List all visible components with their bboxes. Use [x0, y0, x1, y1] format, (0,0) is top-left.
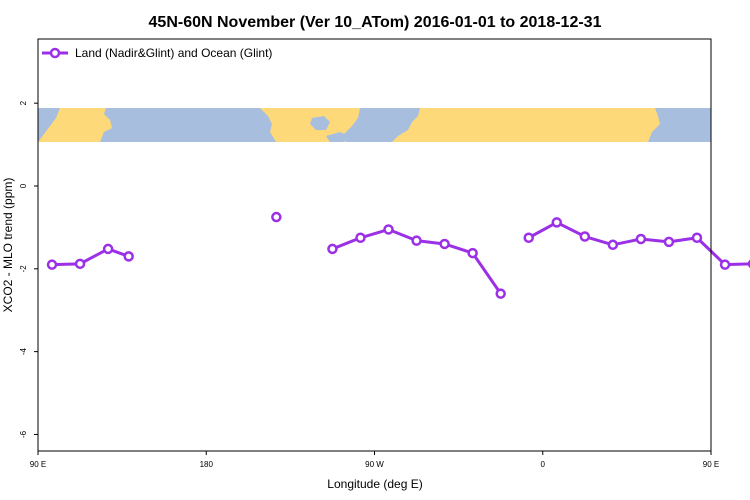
data-point — [467, 247, 478, 259]
x-tick-label: 90 W — [365, 460, 384, 469]
data-point — [523, 232, 534, 244]
map-hudson-bay — [310, 116, 330, 130]
y-tick-label: -4 — [19, 348, 28, 356]
world-map-band — [38, 108, 711, 142]
data-point — [579, 231, 591, 242]
x-axis-label: Longitude (deg E) — [327, 477, 422, 491]
y-tick-label: 2 — [19, 100, 28, 105]
data-point — [46, 259, 58, 270]
y-tick-label: 0 — [19, 183, 28, 188]
data-point — [411, 235, 422, 246]
data-point — [719, 259, 731, 270]
data-point — [383, 224, 394, 235]
y-axis-label: XCO2 - MLO trend (ppm) — [1, 178, 15, 313]
data-point — [74, 258, 86, 270]
map-caribbean — [326, 132, 350, 142]
data-point — [439, 238, 450, 250]
map-greenland-sea — [378, 108, 392, 114]
data-point — [123, 251, 134, 262]
data-point — [271, 211, 282, 223]
series-layer — [46, 211, 750, 299]
chart-title: 45N-60N November (Ver 10_ATom) 2016-01-0… — [149, 14, 602, 31]
series-line — [51, 247, 130, 267]
data-point — [327, 243, 338, 255]
data-point — [551, 217, 563, 228]
y-tick-label: -2 — [19, 265, 28, 273]
x-tick-label: 90 E — [30, 460, 46, 469]
map-indian-pacific-east — [38, 108, 60, 142]
map-pacific-right — [648, 108, 711, 142]
x-tick-label: 0 — [541, 460, 546, 469]
map-atlantic-ocean — [344, 108, 420, 142]
x-axis: 90 E 180 90 W 0 90 E — [30, 451, 719, 469]
data-point — [691, 232, 703, 244]
y-axis: 2 0 -2 -4 -6 — [19, 100, 38, 438]
x-tick-label: 180 — [200, 460, 214, 469]
data-point — [102, 243, 114, 255]
data-point — [607, 239, 619, 251]
map-pacific-ocean — [100, 108, 276, 142]
data-point — [635, 233, 647, 245]
data-point — [663, 236, 675, 248]
legend-marker — [49, 47, 61, 59]
data-point — [355, 232, 366, 244]
legend: Land (Nadir&Glint) and Ocean (Glint) — [42, 46, 272, 60]
data-point — [495, 288, 506, 299]
x-tick-label: 90 E — [703, 460, 719, 469]
y-tick-label: -6 — [19, 430, 28, 438]
legend-label: Land (Nadir&Glint) and Ocean (Glint) — [75, 46, 272, 60]
